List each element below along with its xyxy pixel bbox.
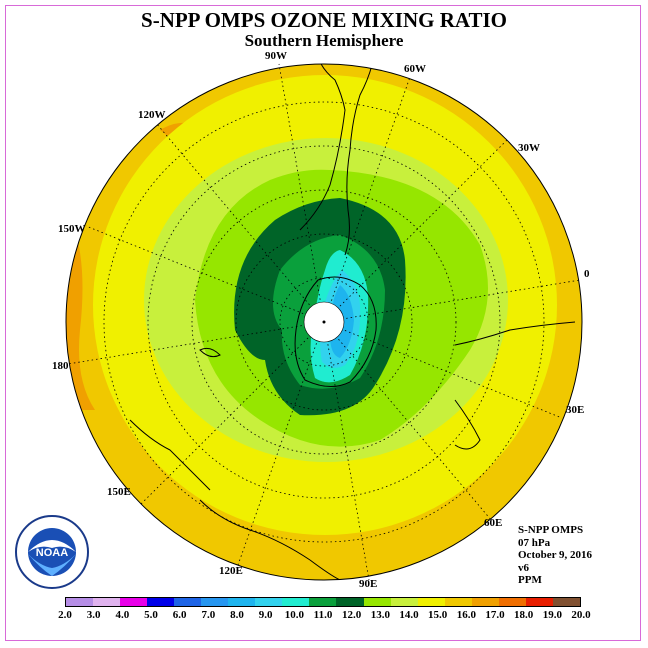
colorbar-segment xyxy=(363,598,391,606)
lon-label-60e: 60E xyxy=(484,517,503,529)
metadata-block: S-NPP OMPS 07 hPa October 9, 2016 v6 PPM xyxy=(518,524,592,587)
lon-label-30w: 30W xyxy=(518,142,540,154)
noaa-logo-text: NOAA xyxy=(36,547,68,559)
colorbar-segment xyxy=(498,598,526,606)
colorbar-tick-label: 4.0 xyxy=(115,609,130,621)
lon-label-90e: 90E xyxy=(359,578,378,590)
colorbar-tick-label: 16.0 xyxy=(456,609,476,621)
map-title: S-NPP OMPS OZONE MIXING RATIO xyxy=(141,8,507,32)
continent-outline xyxy=(299,64,346,231)
colorbar-tick-label: 2.0 xyxy=(58,609,72,621)
colorbar-tick-label: 19.0 xyxy=(542,609,562,621)
hemisphere-boundary xyxy=(65,63,583,581)
colorbar-segment xyxy=(93,598,121,606)
colorbar-segment xyxy=(390,598,418,606)
colorbar xyxy=(65,597,581,607)
colorbar-tick-label: 11.0 xyxy=(313,609,333,621)
figure-frame xyxy=(5,5,641,641)
map-subtitle: Southern Hemisphere xyxy=(244,31,404,50)
colorbar-tick-label: 20.0 xyxy=(571,609,591,621)
lon-label-90w: 90W xyxy=(265,50,287,62)
colorbar-segment xyxy=(444,598,472,606)
colorbar-segment xyxy=(471,598,499,606)
instrument-label: S-NPP OMPS xyxy=(518,524,584,536)
colorbar-segment xyxy=(228,598,256,606)
colorbar-tick-label: 6.0 xyxy=(172,609,187,621)
south-pole-marker xyxy=(322,320,326,324)
continent-outline xyxy=(199,347,221,358)
colorbar-tick-label: 14.0 xyxy=(399,609,419,621)
graticule xyxy=(67,63,581,581)
date-label: October 9, 2016 xyxy=(518,549,593,561)
colorbar-tick-label: 9.0 xyxy=(258,609,273,621)
continent-outline xyxy=(344,64,373,256)
lon-label-60w: 60W xyxy=(404,63,426,75)
colorbar-segment xyxy=(120,598,148,606)
colorbar-segment xyxy=(147,598,175,606)
colorbar-tick-label: 15.0 xyxy=(428,609,448,621)
noaa-logo: NOAA xyxy=(15,515,89,589)
lon-label-0: 0 xyxy=(584,268,590,280)
colorbar-segment xyxy=(552,598,580,606)
colorbar-tick-label: 12.0 xyxy=(342,609,362,621)
colorbar-segment xyxy=(66,598,94,606)
lon-label-150e: 150E xyxy=(107,486,131,498)
colorbar-segment xyxy=(336,598,364,606)
lon-label-150w: 150W xyxy=(58,223,86,235)
continent-outline xyxy=(454,321,576,346)
lon-label-120w: 120W xyxy=(138,109,166,121)
colorbar-tick-label: 17.0 xyxy=(485,609,505,621)
colorbar-segment xyxy=(417,598,445,606)
continent-outline xyxy=(294,276,377,387)
colorbar-segment xyxy=(201,598,229,606)
lon-label-180: 180 xyxy=(52,360,69,372)
colorbar-tick-label: 3.0 xyxy=(86,609,101,621)
colorbar-segment xyxy=(174,598,202,606)
continent-outline xyxy=(129,419,211,491)
colorbar-segment xyxy=(525,598,553,606)
colorbar-tick-label: 8.0 xyxy=(230,609,244,621)
lon-label-120e: 120E xyxy=(219,565,243,577)
colorbar-tick-label: 5.0 xyxy=(144,609,158,621)
version-label: v6 xyxy=(518,561,529,574)
pressure-level-label: 07 hPa xyxy=(518,536,551,549)
colorbar-tick-label: 18.0 xyxy=(514,609,534,621)
continent-outline xyxy=(454,399,481,450)
colorbar-tick-label: 13.0 xyxy=(370,609,390,621)
colorbar-segment xyxy=(282,598,310,606)
colorbar-segment xyxy=(309,598,337,606)
colorbar-segment xyxy=(255,598,283,606)
colorbar-tick-label: 10.0 xyxy=(284,609,304,621)
lon-label-30e: 30E xyxy=(566,404,585,416)
continent-outline xyxy=(199,499,341,580)
colorbar-tick-label: 7.0 xyxy=(201,609,216,621)
units-label: PPM xyxy=(518,574,542,586)
